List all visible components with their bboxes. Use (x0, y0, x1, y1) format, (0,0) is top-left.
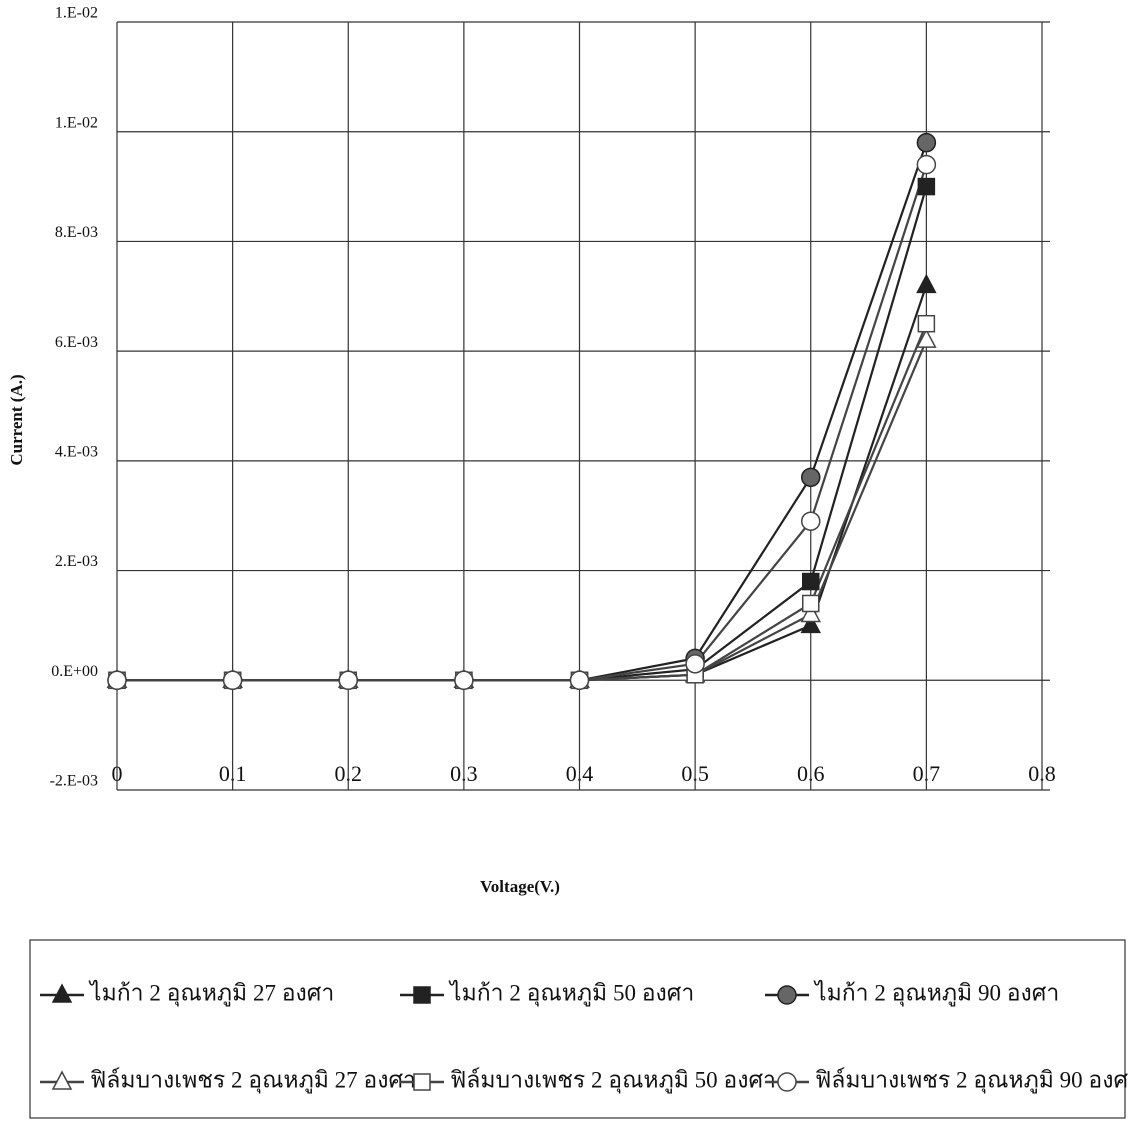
data-point (916, 154, 937, 175)
legend-box (29, 939, 1126, 1119)
legend-marker (413, 986, 431, 1004)
data-point (916, 132, 937, 153)
data-point (802, 572, 820, 591)
legend-marker (413, 1073, 431, 1091)
y-tick-label: 1.E-02 (55, 114, 98, 131)
y-tick-label: 4.E-03 (55, 444, 98, 461)
data-point (916, 328, 937, 348)
y-axis-label: Current (A.) (7, 374, 26, 465)
data-point (338, 670, 358, 691)
data-point (917, 177, 936, 196)
data-point (569, 670, 590, 691)
y-tick-label: -2.E-03 (50, 773, 98, 790)
legend-label: ฟิล์มบางเพชร 2 อุณหภูมิ 90 องศา (815, 1066, 1129, 1093)
data-point (802, 594, 820, 613)
x-axis-label: Voltage(V.) (480, 877, 560, 896)
legend-label: ฟิล์มบางเพชร 2 อุณหภูมิ 50 องศา (450, 1066, 776, 1093)
data-point (800, 602, 821, 623)
data-point (222, 670, 243, 691)
legend-marker (51, 1070, 73, 1090)
data-point (454, 670, 474, 691)
y-tick-label: 6.E-03 (55, 334, 98, 351)
legend-label: ไมก้า 2 อุณหภูมิ 90 องศา (813, 979, 1059, 1006)
data-point (800, 613, 821, 634)
y-tick-label: 8.E-03 (55, 224, 98, 241)
data-point (801, 511, 821, 531)
data-point (801, 467, 821, 488)
legend-label: ฟิล์มบางเพชร 2 อุณหภูมิ 27 องศา (90, 1066, 416, 1093)
y-tick-label: 0.E+00 (51, 663, 98, 680)
legend-marker (51, 983, 73, 1003)
legend-marker (777, 985, 797, 1005)
data-point (917, 314, 936, 333)
data-point (107, 670, 127, 691)
series-line (117, 164, 928, 682)
legend-label: ไมก้า 2 อุณหภูมิ 27 องศา (88, 979, 334, 1006)
legend-label: ไมก้า 2 อุณหภูมิ 50 องศา (448, 979, 694, 1006)
y-tick-label: 1.E-02 (55, 5, 98, 22)
legend-marker (777, 1072, 797, 1092)
data-point (916, 273, 937, 294)
data-point (685, 654, 705, 674)
y-tick-label: 2.E-03 (55, 553, 98, 570)
